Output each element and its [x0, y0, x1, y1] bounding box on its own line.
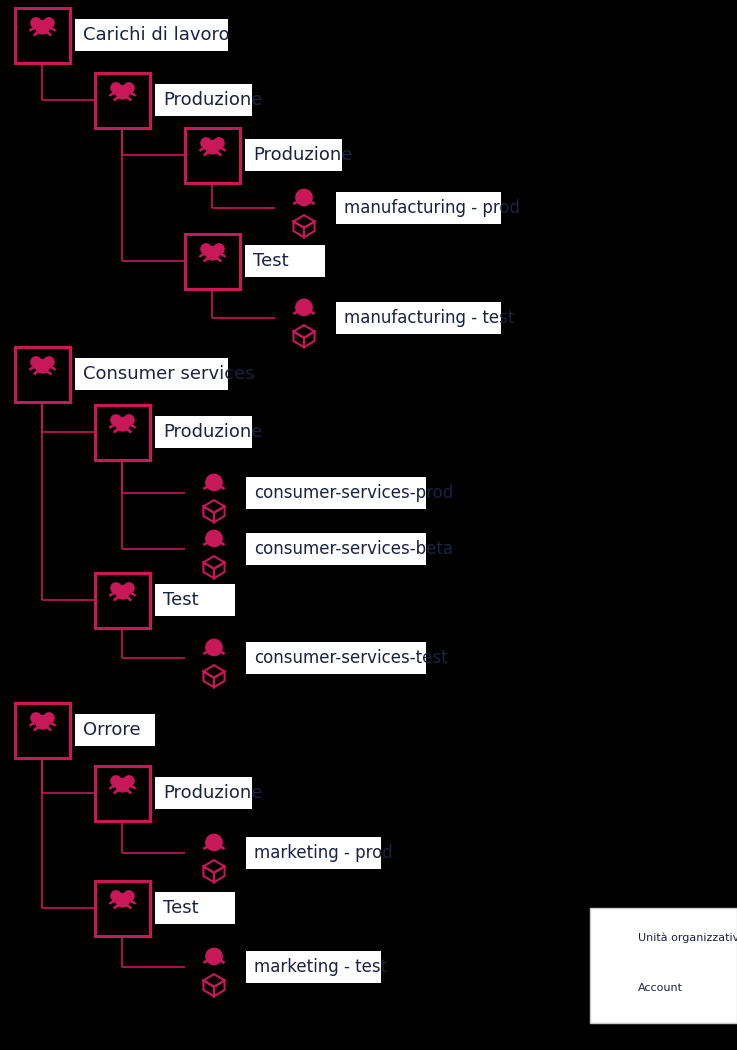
Circle shape: [31, 357, 41, 367]
Bar: [95, 881, 150, 936]
Circle shape: [111, 776, 121, 786]
Circle shape: [111, 83, 121, 93]
Bar: [336, 302, 501, 334]
Circle shape: [116, 418, 129, 430]
Circle shape: [206, 639, 222, 655]
Circle shape: [612, 976, 622, 987]
Circle shape: [124, 583, 134, 593]
Text: manufacturing - prod: manufacturing - prod: [344, 200, 520, 217]
Text: Carichi di lavoro: Carichi di lavoro: [83, 26, 230, 44]
Bar: [598, 921, 632, 956]
Circle shape: [206, 141, 219, 154]
Circle shape: [124, 890, 134, 901]
Bar: [155, 84, 251, 116]
Circle shape: [43, 713, 54, 723]
Circle shape: [36, 21, 49, 34]
Text: Test: Test: [163, 591, 199, 609]
Text: consumer-services-beta: consumer-services-beta: [254, 540, 453, 558]
Bar: [95, 572, 150, 628]
Circle shape: [116, 586, 129, 598]
Bar: [246, 642, 426, 674]
Circle shape: [214, 244, 224, 254]
Circle shape: [43, 357, 54, 367]
Bar: [15, 702, 70, 757]
Circle shape: [296, 299, 312, 316]
Text: Test: Test: [253, 252, 289, 270]
Text: marketing - test: marketing - test: [254, 958, 387, 976]
Circle shape: [36, 360, 49, 373]
Bar: [246, 951, 381, 983]
Circle shape: [111, 583, 121, 593]
Text: marketing - prod: marketing - prod: [254, 844, 393, 862]
Bar: [155, 584, 235, 616]
Circle shape: [206, 835, 222, 850]
Bar: [246, 837, 381, 869]
Circle shape: [116, 86, 129, 99]
Circle shape: [206, 247, 219, 260]
Text: Produzione: Produzione: [163, 784, 262, 802]
Text: Consumer services: Consumer services: [83, 365, 254, 383]
Bar: [155, 892, 235, 924]
Circle shape: [116, 894, 129, 907]
Bar: [336, 192, 501, 224]
Circle shape: [201, 138, 212, 148]
Circle shape: [214, 138, 224, 148]
Text: Test: Test: [163, 899, 199, 917]
Bar: [75, 714, 155, 745]
Text: consumer-services-prod: consumer-services-prod: [254, 484, 453, 502]
Bar: [75, 358, 228, 390]
Bar: [246, 533, 426, 565]
Circle shape: [611, 929, 619, 938]
Text: Produzione: Produzione: [163, 423, 262, 441]
Bar: [246, 477, 426, 509]
Circle shape: [43, 18, 54, 28]
Bar: [185, 233, 240, 289]
Bar: [95, 72, 150, 127]
Circle shape: [206, 948, 222, 965]
Circle shape: [124, 83, 134, 93]
Circle shape: [616, 927, 622, 933]
Circle shape: [31, 713, 41, 723]
Text: Account: Account: [638, 983, 683, 993]
Bar: [15, 7, 70, 63]
Text: Produzione: Produzione: [163, 91, 262, 109]
Circle shape: [111, 415, 121, 425]
Circle shape: [111, 890, 121, 901]
Bar: [185, 127, 240, 183]
Bar: [15, 346, 70, 401]
Circle shape: [31, 18, 41, 28]
Bar: [95, 765, 150, 820]
Bar: [245, 245, 325, 277]
Bar: [75, 19, 228, 51]
Text: consumer-services-test: consumer-services-test: [254, 649, 447, 667]
Circle shape: [124, 415, 134, 425]
Bar: [245, 139, 342, 171]
Text: Produzione: Produzione: [253, 146, 352, 164]
Text: Unità organizzativa: Unità organizzativa: [638, 932, 737, 943]
Text: manufacturing - test: manufacturing - test: [344, 309, 514, 327]
Circle shape: [296, 189, 312, 206]
Bar: [155, 777, 251, 808]
Circle shape: [206, 475, 222, 490]
Bar: [155, 416, 251, 448]
Circle shape: [201, 244, 212, 254]
Text: Orrore: Orrore: [83, 721, 141, 739]
Circle shape: [116, 779, 129, 792]
Circle shape: [206, 530, 222, 547]
Circle shape: [36, 716, 49, 729]
Circle shape: [124, 776, 134, 786]
Bar: [590, 908, 737, 1023]
Circle shape: [608, 927, 614, 933]
Bar: [95, 404, 150, 460]
